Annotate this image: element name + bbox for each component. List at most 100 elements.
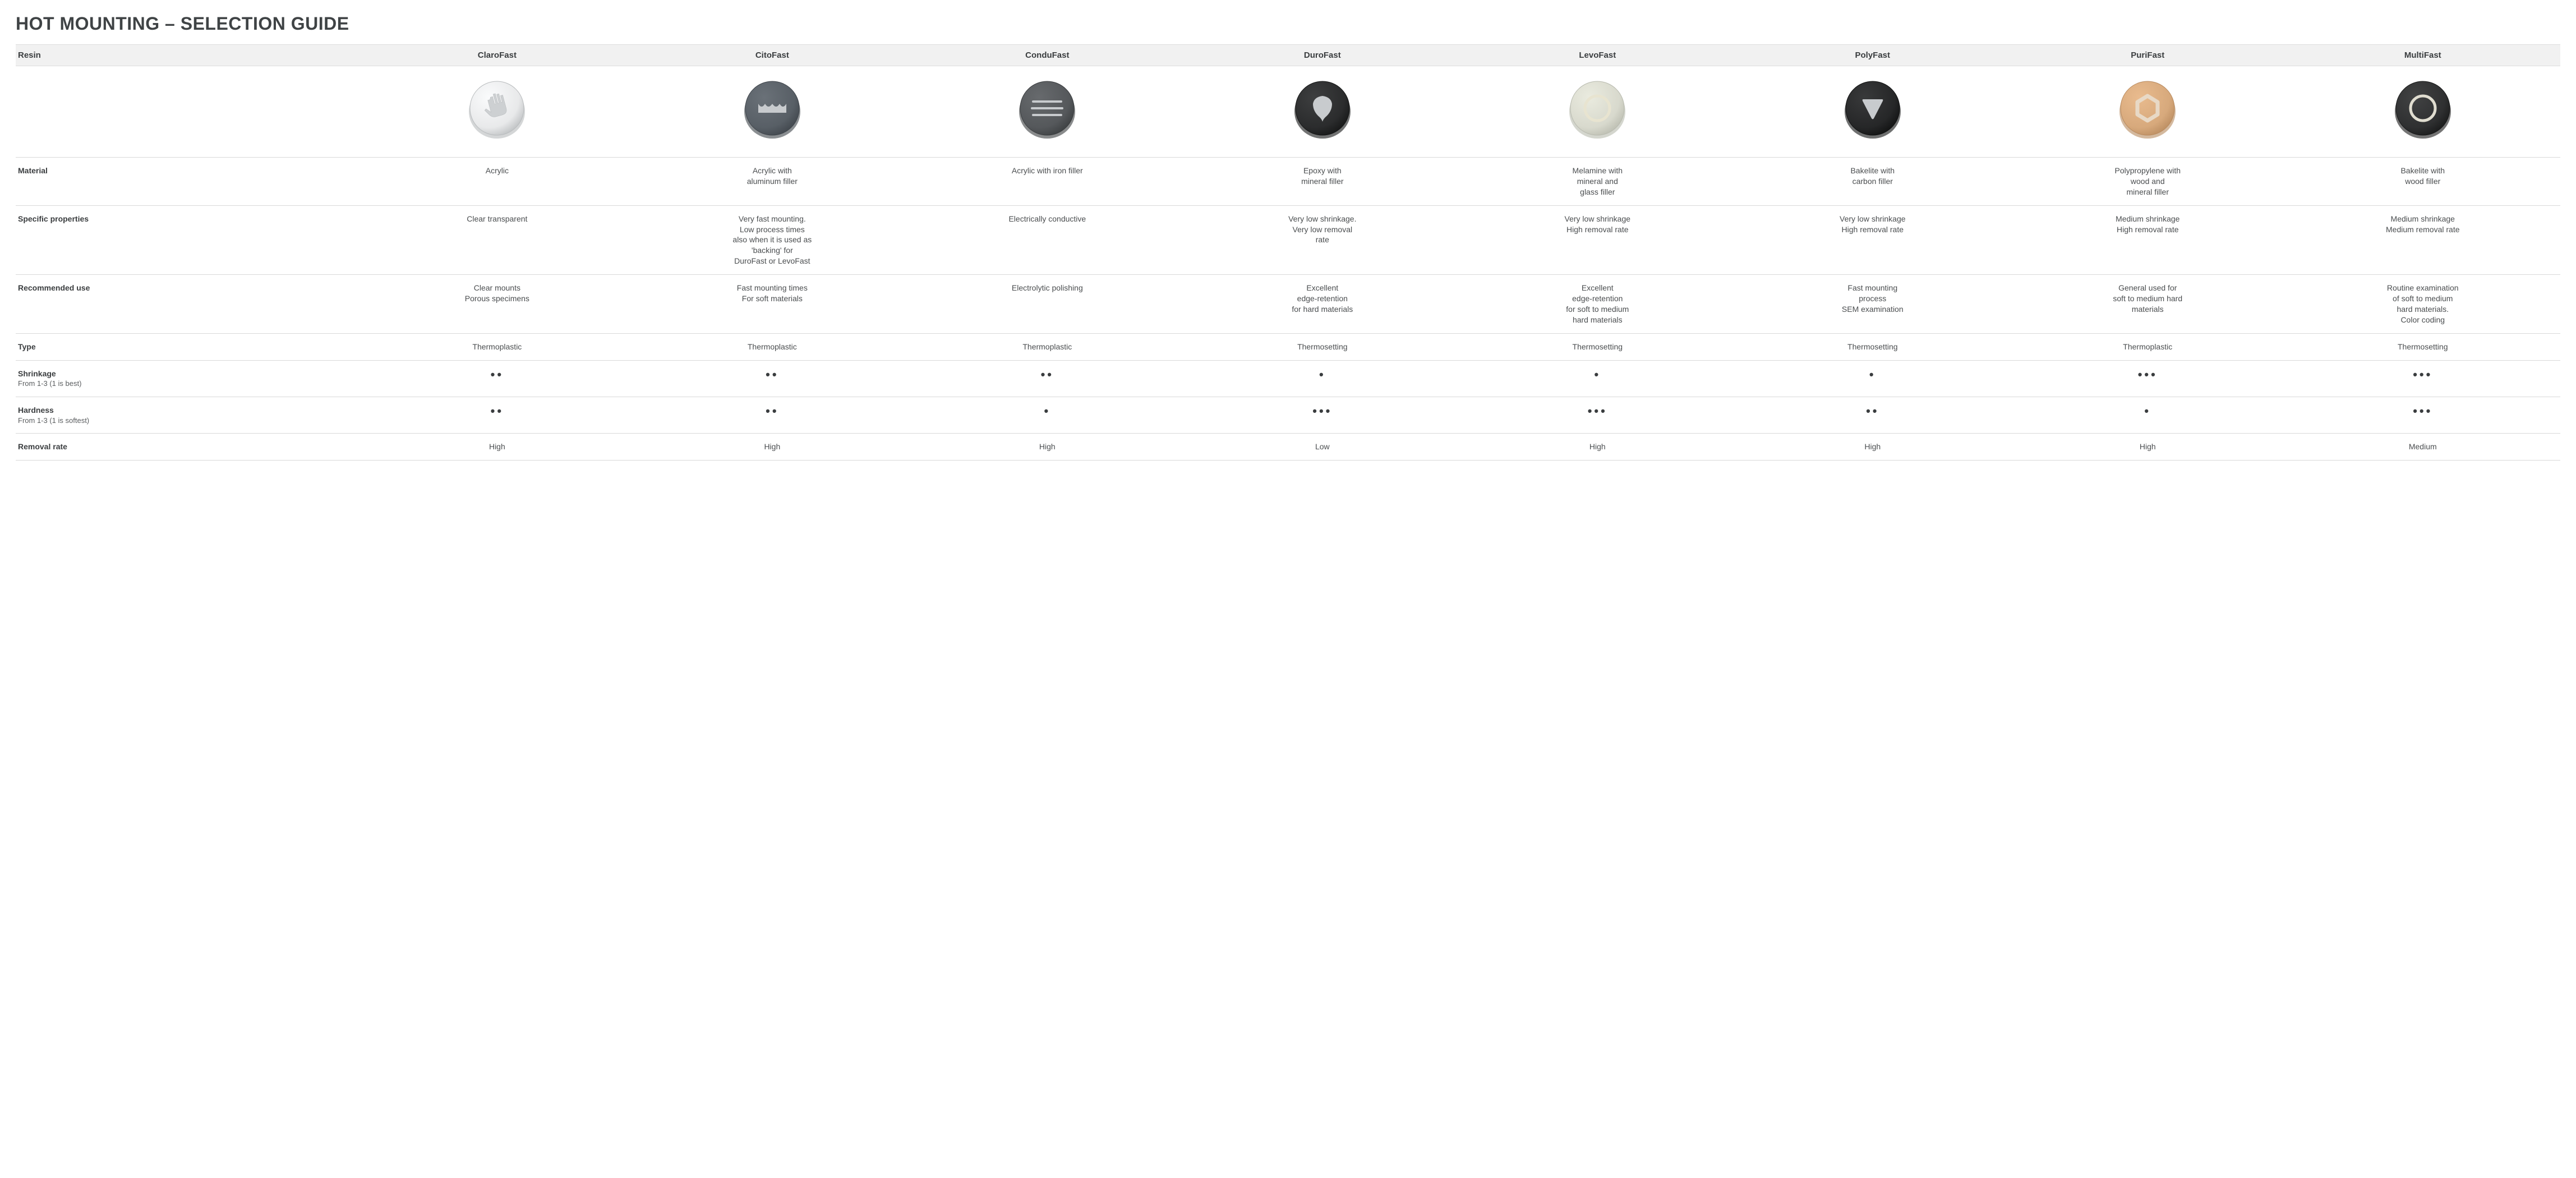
row-label: Removal rate (16, 434, 360, 461)
material-cell: Bakelite withcarbon filler (1735, 158, 2010, 206)
type-cell: Thermosetting (1460, 333, 1735, 360)
material-cell: Acrylic (360, 158, 634, 206)
shrinkage-cell: • (1735, 360, 2010, 397)
product-puck-cell (2010, 66, 2285, 158)
durofast-puck-icon (1187, 76, 1458, 144)
row-label: Type (16, 333, 360, 360)
rating-dots: ••• (1588, 404, 1607, 418)
recommended-cell: Clear mountsPorous specimens (360, 275, 634, 334)
rating-dots: ••• (2413, 367, 2432, 381)
shrinkage-cell: •• (910, 360, 1185, 397)
rating-dots: • (1044, 404, 1050, 418)
material-row: MaterialAcrylicAcrylic withaluminum fill… (16, 158, 2560, 206)
recommended-cell: Excellentedge-retentionfor soft to mediu… (1460, 275, 1735, 334)
header-label: Resin (16, 45, 360, 66)
specific-cell: Medium shrinkageMedium removal rate (2285, 205, 2561, 274)
specific-row: Specific propertiesClear transparentVery… (16, 205, 2560, 274)
hardness-cell: •• (360, 397, 634, 434)
material-cell: Bakelite withwood filler (2285, 158, 2561, 206)
product-header: ClaroFast (360, 45, 634, 66)
rating-dots: •• (491, 404, 504, 418)
removal-cell: High (910, 434, 1185, 461)
shrinkage-cell: ••• (2285, 360, 2561, 397)
recommended-row: Recommended useClear mountsPorous specim… (16, 275, 2560, 334)
rating-dots: •• (1041, 367, 1054, 381)
condufast-puck-icon (912, 76, 1182, 144)
rating-dots: • (1319, 367, 1326, 381)
header-row: Resin ClaroFastCitoFastConduFastDuroFast… (16, 45, 2560, 66)
type-cell: Thermosetting (2285, 333, 2561, 360)
type-cell: Thermosetting (1185, 333, 1460, 360)
product-puck-cell (1460, 66, 1735, 158)
product-header: LevoFast (1460, 45, 1735, 66)
purifast-puck-icon (2012, 76, 2283, 144)
rating-dots: •• (766, 367, 778, 381)
page-title: HOT MOUNTING – SELECTION GUIDE (16, 13, 2560, 34)
hardness-cell: ••• (2285, 397, 2561, 434)
hardness-row: HardnessFrom 1-3 (1 is softest)•••••••••… (16, 397, 2560, 434)
specific-cell: Electrically conductive (910, 205, 1185, 274)
material-cell: Acrylic with iron filler (910, 158, 1185, 206)
hardness-cell: •• (1735, 397, 2010, 434)
specific-cell: Clear transparent (360, 205, 634, 274)
recommended-cell: Fast mountingprocessSEM examination (1735, 275, 2010, 334)
removal-cell: High (360, 434, 634, 461)
product-puck-cell (1735, 66, 2010, 158)
specific-cell: Very low shrinkageHigh removal rate (1735, 205, 2010, 274)
row-sublabel: From 1-3 (1 is softest) (18, 416, 355, 426)
product-header: CitoFast (635, 45, 910, 66)
row-sublabel: From 1-3 (1 is best) (18, 379, 355, 389)
product-puck-cell (2285, 66, 2561, 158)
product-header: PuriFast (2010, 45, 2285, 66)
removal-cell: High (1460, 434, 1735, 461)
product-puck-cell (910, 66, 1185, 158)
specific-cell: Very low shrinkageHigh removal rate (1460, 205, 1735, 274)
hardness-cell: ••• (1460, 397, 1735, 434)
polyfast-puck-icon (1738, 76, 2008, 144)
type-cell: Thermosetting (1735, 333, 2010, 360)
removal-cell: Medium (2285, 434, 2561, 461)
rating-dots: ••• (2138, 367, 2158, 381)
shrinkage-cell: • (1185, 360, 1460, 397)
specific-cell: Very low shrinkage.Very low removalrate (1185, 205, 1460, 274)
hardness-cell: • (910, 397, 1185, 434)
shrinkage-row: ShrinkageFrom 1-3 (1 is best)•••••••••••… (16, 360, 2560, 397)
rating-dots: • (2144, 404, 2151, 418)
clarofast-puck-icon (362, 76, 632, 144)
product-puck-cell (360, 66, 634, 158)
product-puck-cell (1185, 66, 1460, 158)
citofast-puck-icon (637, 76, 907, 144)
removal-cell: High (1735, 434, 2010, 461)
shrinkage-cell: ••• (2010, 360, 2285, 397)
material-cell: Acrylic withaluminum filler (635, 158, 910, 206)
type-cell: Thermoplastic (2010, 333, 2285, 360)
hardness-cell: •• (635, 397, 910, 434)
removal-cell: Low (1185, 434, 1460, 461)
material-cell: Epoxy withmineral filler (1185, 158, 1460, 206)
shrinkage-cell: •• (360, 360, 634, 397)
row-label: Specific properties (16, 205, 360, 274)
rating-dots: • (1869, 367, 1876, 381)
recommended-cell: General used forsoft to medium hardmater… (2010, 275, 2285, 334)
product-puck-cell (635, 66, 910, 158)
type-cell: Thermoplastic (635, 333, 910, 360)
product-header: DuroFast (1185, 45, 1460, 66)
selection-guide-table: Resin ClaroFastCitoFastConduFastDuroFast… (16, 44, 2560, 461)
removal-row: Removal rateHighHighHighLowHighHighHighM… (16, 434, 2560, 461)
type-row: TypeThermoplasticThermoplasticThermoplas… (16, 333, 2560, 360)
recommended-cell: Routine examinationof soft to mediumhard… (2285, 275, 2561, 334)
material-cell: Polypropylene withwood andmineral filler (2010, 158, 2285, 206)
material-cell: Melamine withmineral andglass filler (1460, 158, 1735, 206)
levofast-puck-icon (1462, 76, 1732, 144)
rating-dots: ••• (1312, 404, 1332, 418)
hardness-cell: ••• (1185, 397, 1460, 434)
specific-cell: Very fast mounting.Low process timesalso… (635, 205, 910, 274)
removal-cell: High (635, 434, 910, 461)
row-label: ShrinkageFrom 1-3 (1 is best) (16, 360, 360, 397)
specific-cell: Medium shrinkageHigh removal rate (2010, 205, 2285, 274)
shrinkage-cell: • (1460, 360, 1735, 397)
row-label: HardnessFrom 1-3 (1 is softest) (16, 397, 360, 434)
recommended-cell: Fast mounting timesFor soft materials (635, 275, 910, 334)
rating-dots: •• (766, 404, 778, 418)
row-label: Material (16, 158, 360, 206)
